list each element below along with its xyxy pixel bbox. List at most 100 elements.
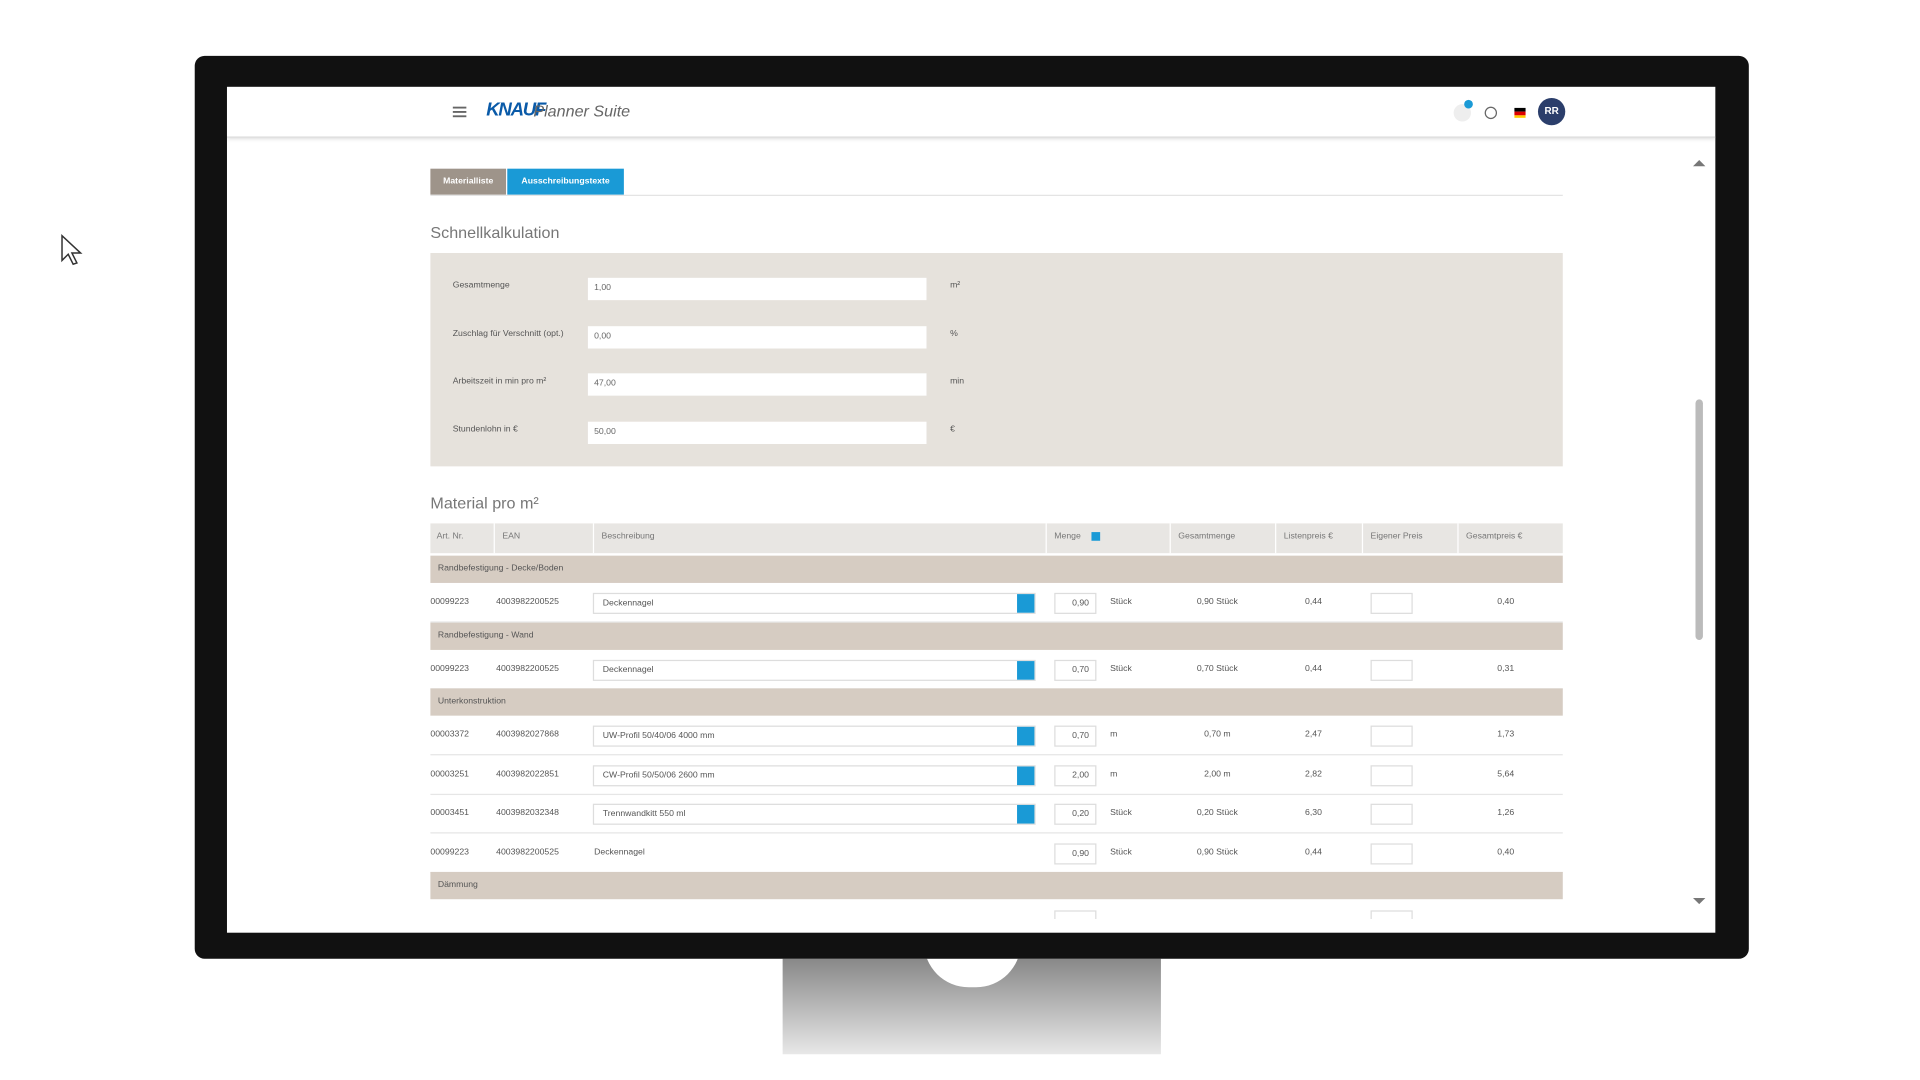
ean: 4003982027868 [496, 730, 559, 740]
dropdown-arrow [1017, 765, 1035, 785]
row-line [430, 832, 1563, 834]
listenpreis: 0,44 [1305, 597, 1322, 607]
screen: KNAUF Planner Suite RR Materialliste Auss… [226, 86, 1716, 933]
eigener-preis-input[interactable] [1370, 592, 1413, 614]
unit: Stück [1110, 808, 1132, 818]
app-header: KNAUF Planner Suite RR [226, 87, 1716, 138]
art-nr: 00099223 [430, 664, 470, 673]
tab-line [430, 194, 1563, 196]
avatar[interactable]: RR [1537, 97, 1566, 126]
art-nr: 00003251 [430, 769, 470, 779]
gesamtmenge: 2,00 m [1204, 769, 1231, 779]
dropdown[interactable]: CW-Profil 50/50/06 2600 mm [592, 764, 1036, 786]
column-divider [1169, 523, 1171, 554]
group-name: Randbefestigung - Wand [437, 630, 534, 640]
group-row [430, 688, 1563, 716]
content: Materialliste Ausschreibungstexte Schnellk… [227, 87, 1715, 920]
menge-input[interactable]: 0,90 [1054, 592, 1097, 614]
listenpreis: 2,47 [1305, 730, 1322, 740]
dropdown-arrow [1017, 804, 1035, 824]
gesamtpreis: 0,40 [1497, 847, 1515, 857]
dropdown[interactable]: UW-Profil 50/40/06 4000 mm [592, 725, 1036, 747]
dropdown-arrow [1017, 660, 1035, 680]
art-nr: 00003451 [430, 808, 470, 818]
table-header [430, 523, 1563, 554]
field-unit: m² [950, 281, 961, 291]
eigener-preis-input[interactable] [1370, 659, 1413, 681]
app-name: Planner Suite [533, 101, 631, 121]
field-input[interactable]: 50,00 [587, 421, 927, 445]
eigener-preis-input[interactable] [1370, 764, 1413, 786]
field-input[interactable]: 1,00 [587, 277, 927, 301]
dropdown[interactable]: Trennwandkitt 550 ml [592, 803, 1036, 825]
group-row [430, 622, 1563, 650]
group-row [430, 555, 1563, 583]
column-divider [493, 523, 495, 554]
scrollbar[interactable] [1693, 155, 1706, 914]
cursor [61, 233, 83, 266]
column-header: Listenpreis € [1283, 532, 1333, 541]
gesamtpreis: 1,26 [1497, 808, 1515, 818]
partial-input [1370, 910, 1413, 920]
row-line [430, 871, 1563, 873]
field-label: Gesamtmenge [452, 281, 510, 291]
unit: m [1110, 730, 1118, 740]
gesamtmenge: 0,70 Stück [1196, 664, 1238, 673]
menu-icon[interactable] [452, 105, 468, 118]
column-divider [1457, 523, 1459, 554]
dropdown-arrow [1017, 726, 1035, 746]
gesamtmenge: 0,70 m [1204, 730, 1231, 740]
column-header: EAN [502, 532, 521, 541]
listenpreis: 0,44 [1305, 847, 1322, 857]
menge-input[interactable]: 0,70 [1054, 725, 1097, 747]
row-line [430, 793, 1563, 795]
ean: 4003982200525 [496, 597, 559, 607]
section-title: Schnellkalkulation [430, 223, 560, 242]
column-divider [1361, 523, 1364, 554]
gesamtpreis: 1,73 [1497, 730, 1515, 740]
gesamtpreis: 5,64 [1497, 769, 1515, 779]
field-input[interactable]: 0,00 [587, 326, 927, 349]
unit: Stück [1110, 664, 1132, 673]
info-icon [1091, 532, 1101, 541]
menge-input[interactable]: 0,90 [1054, 842, 1097, 864]
menge-input[interactable]: 0,70 [1054, 659, 1097, 681]
brand: KNAUF [486, 99, 546, 121]
field-label: Zuschlag für Verschnitt (opt.) [452, 329, 564, 339]
unit: Stück [1110, 847, 1132, 857]
header-icons[interactable] [1451, 98, 1569, 128]
dropdown[interactable]: Deckennagel [592, 592, 1036, 614]
column-header: Art. Nr. [436, 532, 464, 541]
group-name: Randbefestigung - Decke/Boden [437, 564, 564, 574]
tab[interactable]: Materialliste [430, 168, 507, 195]
field-label: Arbeitszeit in min pro m² [452, 377, 547, 386]
gesamtmenge: 0,90 Stück [1196, 847, 1238, 857]
description: Deckennagel [594, 847, 645, 857]
menge-input[interactable]: 0,20 [1054, 803, 1097, 825]
unit: m [1110, 769, 1118, 779]
tab[interactable]: Ausschreibungstexte [507, 168, 624, 195]
column-divider [592, 523, 595, 554]
listenpreis: 6,30 [1305, 808, 1322, 818]
listenpreis: 2,82 [1305, 769, 1322, 779]
dropdown[interactable]: Deckennagel [592, 659, 1036, 681]
ean: 4003982032348 [496, 808, 559, 818]
column-header: Gesamtmenge [1178, 532, 1236, 541]
row-line [430, 754, 1563, 756]
eigener-preis-input[interactable] [1370, 842, 1413, 864]
ean: 4003982200525 [496, 664, 559, 673]
field-unit: € [950, 425, 955, 435]
dropdown-arrow [1017, 594, 1035, 613]
column-header: Gesamtpreis € [1466, 532, 1523, 541]
gesamtmenge: 0,90 Stück [1196, 597, 1238, 607]
gesamtmenge: 0,20 Stück [1196, 808, 1238, 818]
listenpreis: 0,44 [1305, 664, 1322, 673]
eigener-preis-input[interactable] [1370, 803, 1413, 825]
eigener-preis-input[interactable] [1370, 725, 1413, 747]
field-input[interactable]: 47,00 [587, 373, 927, 396]
row-line [430, 621, 1563, 623]
menge-input[interactable]: 2,00 [1054, 764, 1097, 786]
field-unit: % [950, 329, 958, 339]
column-header: Eigener Preis [1370, 532, 1423, 541]
